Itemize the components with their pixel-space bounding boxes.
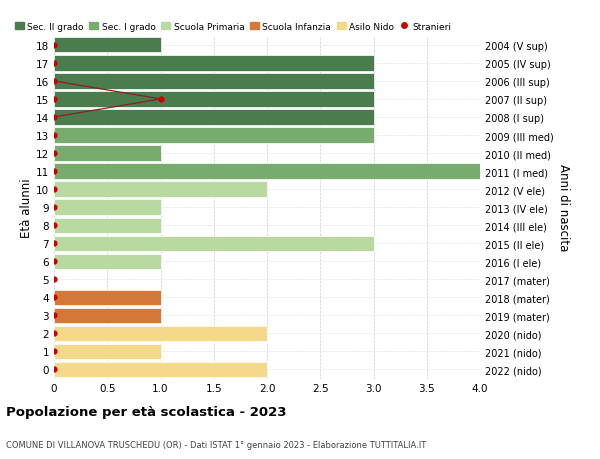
Bar [54, 200, 161, 215]
Bar [54, 110, 373, 125]
Bar [54, 38, 161, 53]
Text: COMUNE DI VILLANOVA TRUSCHEDU (OR) - Dati ISTAT 1° gennaio 2023 - Elaborazione T: COMUNE DI VILLANOVA TRUSCHEDU (OR) - Dat… [6, 441, 426, 449]
Bar [54, 92, 373, 107]
Bar [54, 254, 161, 269]
Y-axis label: Età alunni: Età alunni [20, 178, 33, 237]
Bar [54, 218, 161, 233]
Y-axis label: Anni di nascita: Anni di nascita [557, 164, 570, 251]
Bar [54, 236, 373, 252]
Bar [54, 128, 373, 143]
Bar [54, 308, 161, 323]
Bar [54, 290, 161, 305]
Legend: Sec. II grado, Sec. I grado, Scuola Primaria, Scuola Infanzia, Asilo Nido, Stran: Sec. II grado, Sec. I grado, Scuola Prim… [11, 19, 455, 35]
Bar [54, 164, 480, 179]
Bar [54, 146, 161, 162]
Bar [54, 326, 267, 341]
Text: Popolazione per età scolastica - 2023: Popolazione per età scolastica - 2023 [6, 405, 287, 419]
Bar [54, 56, 373, 71]
Bar [54, 74, 373, 90]
Bar [54, 362, 267, 377]
Bar [54, 182, 267, 197]
Bar [54, 344, 161, 359]
